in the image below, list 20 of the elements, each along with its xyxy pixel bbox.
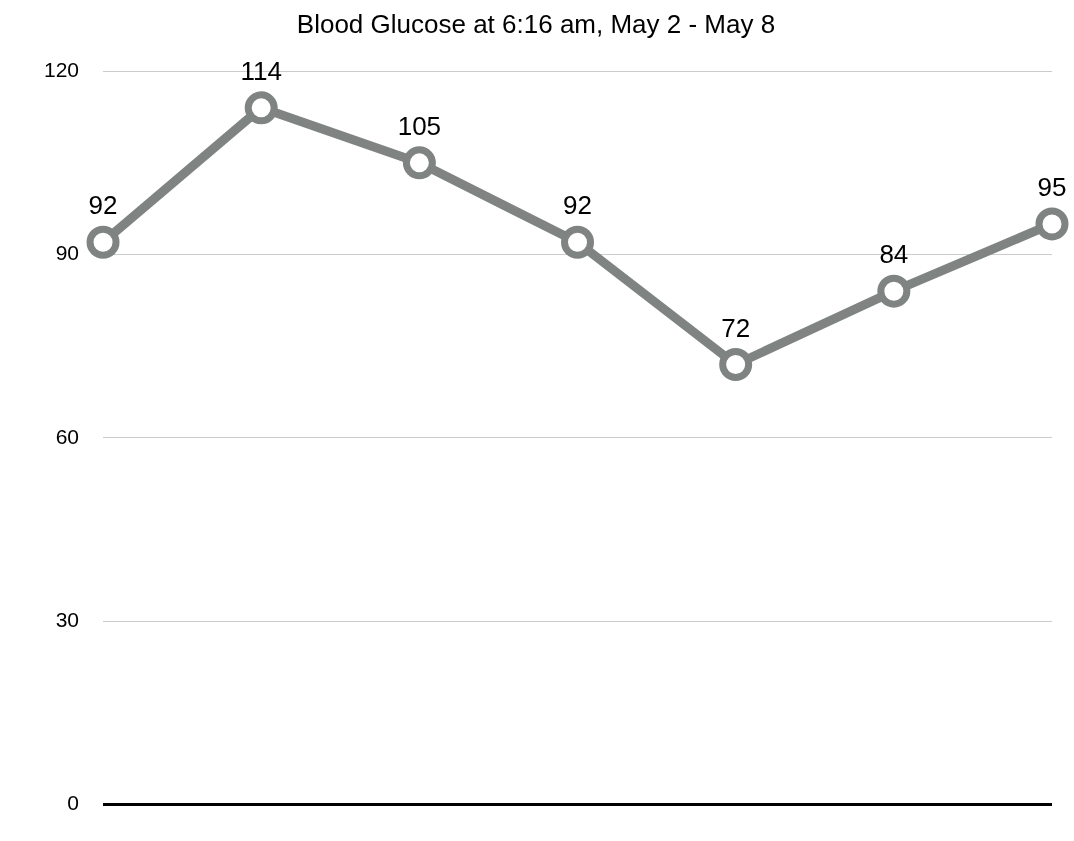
- point: [719, 347, 753, 381]
- point: [86, 225, 120, 259]
- y-tick-label: 90: [55, 241, 80, 265]
- data-label: 105: [397, 111, 442, 142]
- y-tick-label: 60: [55, 424, 80, 448]
- data-label: 72: [721, 312, 751, 343]
- data-label: 92: [88, 190, 118, 221]
- data-label: 114: [240, 56, 282, 87]
- data-label: 95: [1037, 172, 1067, 203]
- point: [561, 225, 595, 259]
- chart-title: Blood Glucose at 6:16 am, May 2 - May 8: [296, 8, 776, 39]
- y-tick-label: 0: [67, 791, 80, 815]
- point: [402, 146, 436, 180]
- data-label: 92: [563, 190, 592, 221]
- point: [244, 91, 278, 125]
- point: [877, 274, 911, 308]
- y-tick-label: 30: [55, 607, 80, 631]
- data-label: 84: [879, 239, 909, 270]
- y-tick-label: 120: [43, 58, 80, 81]
- point: [1035, 207, 1069, 241]
